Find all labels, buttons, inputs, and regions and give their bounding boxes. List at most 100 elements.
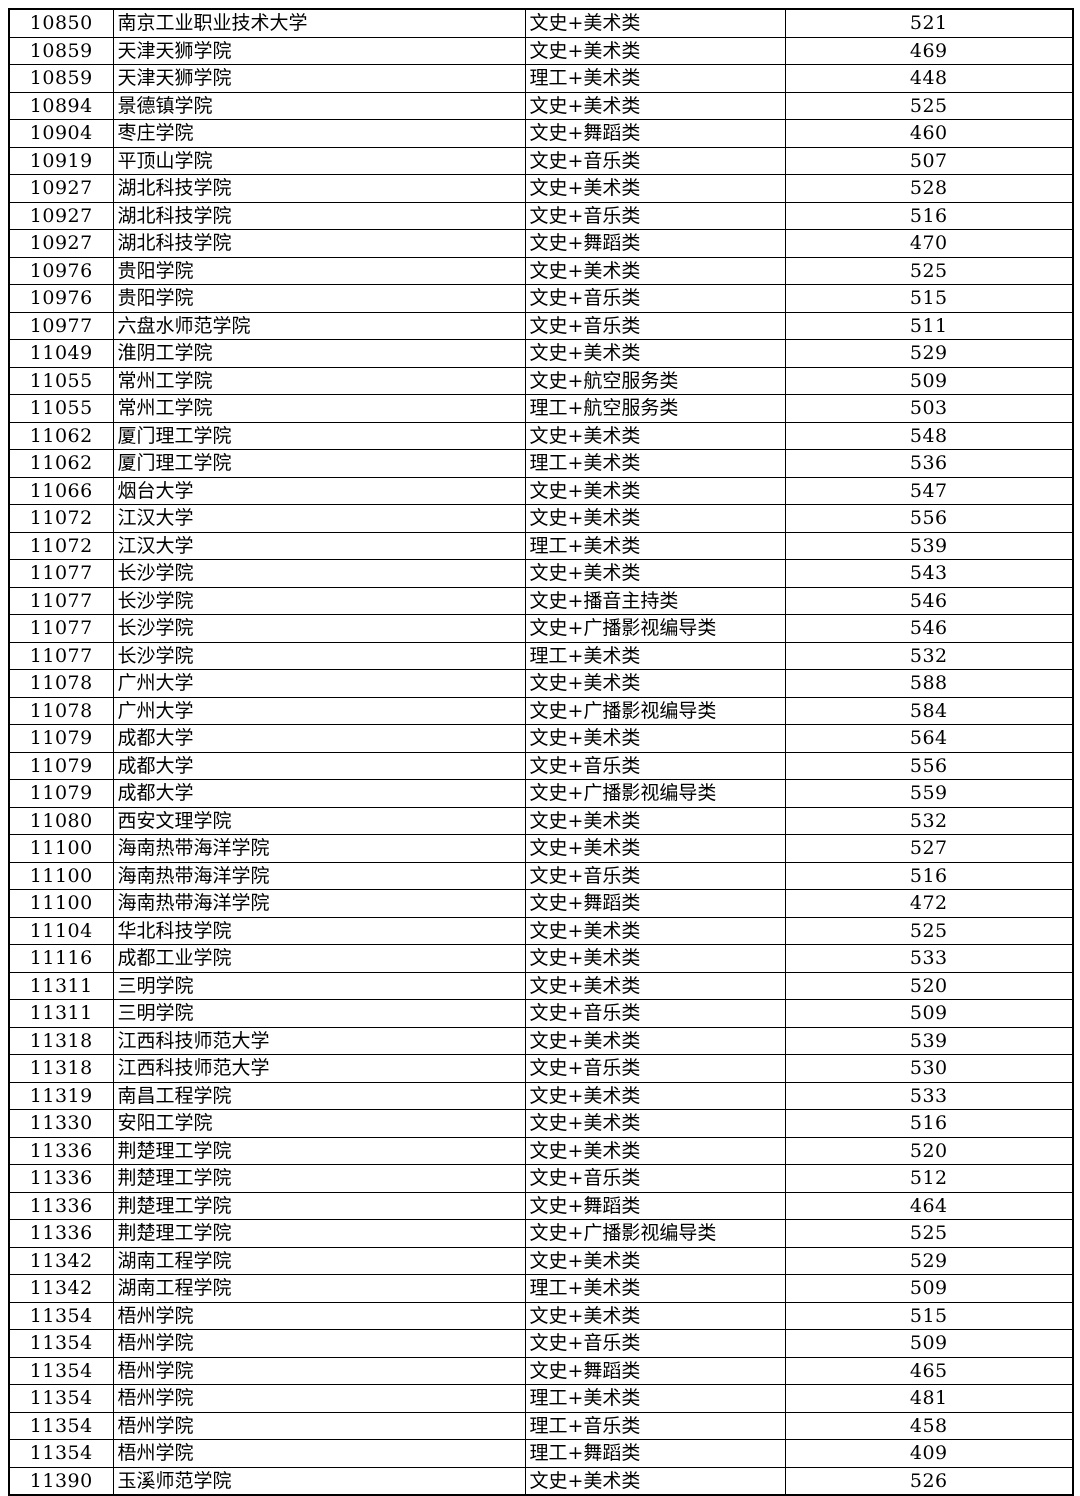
table-row: 11100 海南热带海洋学院 文史+舞蹈类 472	[8, 889, 1074, 918]
cell-subject-category: 文史+音乐类	[524, 146, 786, 175]
cell-subject-category: 文史+美术类	[524, 174, 786, 203]
cell-subject-category: 文史+美术类	[524, 1081, 786, 1110]
cell-college-code: 11055	[8, 394, 114, 423]
table-row: 10859 天津天狮学院 理工+美术类 448	[8, 64, 1074, 93]
table-row: 11077 长沙学院 理工+美术类 532	[8, 641, 1074, 670]
cell-admission-score: 512	[784, 1164, 1074, 1193]
cell-college-name: 广州大学	[112, 696, 526, 725]
table-row: 11330 安阳工学院 文史+美术类 516	[8, 1109, 1074, 1138]
cell-college-code: 11100	[8, 834, 114, 863]
cell-admission-score: 528	[784, 174, 1074, 203]
cell-subject-category: 理工+舞蹈类	[524, 1439, 786, 1468]
cell-college-name: 江汉大学	[112, 531, 526, 560]
cell-college-name: 梧州学院	[112, 1439, 526, 1468]
cell-college-code: 11318	[8, 1026, 114, 1055]
cell-college-name: 湖北科技学院	[112, 229, 526, 258]
cell-admission-score: 469	[784, 36, 1074, 65]
cell-subject-category: 文史+美术类	[524, 1466, 786, 1496]
cell-subject-category: 文史+美术类	[524, 8, 786, 38]
cell-admission-score: 511	[784, 311, 1074, 340]
cell-admission-score: 532	[784, 641, 1074, 670]
cell-college-name: 贵阳学院	[112, 256, 526, 285]
table-row: 11077 长沙学院 文史+播音主持类 546	[8, 586, 1074, 615]
cell-college-name: 枣庄学院	[112, 119, 526, 148]
cell-subject-category: 文史+美术类	[524, 944, 786, 973]
cell-college-name: 玉溪师范学院	[112, 1466, 526, 1496]
cell-admission-score: 470	[784, 229, 1074, 258]
table-row: 11100 海南热带海洋学院 文史+美术类 527	[8, 834, 1074, 863]
cell-admission-score: 515	[784, 284, 1074, 313]
cell-college-name: 梧州学院	[112, 1411, 526, 1440]
table-row: 11062 厦门理工学院 文史+美术类 548	[8, 421, 1074, 450]
table-row: 10977 六盘水师范学院 文史+音乐类 511	[8, 311, 1074, 340]
cell-subject-category: 文史+美术类	[524, 1301, 786, 1330]
cell-admission-score: 543	[784, 559, 1074, 588]
table-row: 11336 荆楚理工学院 文史+美术类 520	[8, 1136, 1074, 1165]
cell-college-code: 11342	[8, 1274, 114, 1303]
table-row: 11079 成都大学 文史+广播影视编导类 559	[8, 779, 1074, 808]
cell-college-name: 成都大学	[112, 751, 526, 780]
table-row: 11072 江汉大学 理工+美术类 539	[8, 531, 1074, 560]
cell-subject-category: 文史+美术类	[524, 421, 786, 450]
cell-college-name: 荆楚理工学院	[112, 1191, 526, 1220]
cell-subject-category: 理工+美术类	[524, 1384, 786, 1413]
cell-college-name: 湖南工程学院	[112, 1246, 526, 1275]
cell-subject-category: 文史+美术类	[524, 476, 786, 505]
cell-admission-score: 529	[784, 339, 1074, 368]
cell-college-name: 成都大学	[112, 779, 526, 808]
cell-admission-score: 547	[784, 476, 1074, 505]
cell-subject-category: 文史+音乐类	[524, 751, 786, 780]
cell-college-name: 海南热带海洋学院	[112, 889, 526, 918]
cell-subject-category: 理工+美术类	[524, 64, 786, 93]
table-row: 11311 三明学院 文史+美术类 520	[8, 971, 1074, 1000]
table-row: 11055 常州工学院 文史+航空服务类 509	[8, 366, 1074, 395]
cell-college-name: 烟台大学	[112, 476, 526, 505]
cell-college-code: 10927	[8, 174, 114, 203]
table-row: 11055 常州工学院 理工+航空服务类 503	[8, 394, 1074, 423]
cell-subject-category: 文史+广播影视编导类	[524, 696, 786, 725]
cell-admission-score: 525	[784, 91, 1074, 120]
cell-college-name: 湖北科技学院	[112, 201, 526, 230]
cell-subject-category: 文史+美术类	[524, 724, 786, 753]
cell-college-name: 淮阴工学院	[112, 339, 526, 368]
cell-subject-category: 文史+广播影视编导类	[524, 614, 786, 643]
cell-college-name: 湖南工程学院	[112, 1274, 526, 1303]
cell-college-name: 景德镇学院	[112, 91, 526, 120]
cell-college-name: 荆楚理工学院	[112, 1164, 526, 1193]
cell-subject-category: 文史+美术类	[524, 559, 786, 588]
cell-college-name: 南昌工程学院	[112, 1081, 526, 1110]
cell-admission-score: 503	[784, 394, 1074, 423]
cell-college-name: 西安文理学院	[112, 806, 526, 835]
cell-college-name: 厦门理工学院	[112, 421, 526, 450]
cell-college-name: 贵阳学院	[112, 284, 526, 313]
cell-admission-score: 584	[784, 696, 1074, 725]
cell-subject-category: 文史+美术类	[524, 339, 786, 368]
cell-college-name: 厦门理工学院	[112, 449, 526, 478]
table-row: 10894 景德镇学院 文史+美术类 525	[8, 91, 1074, 120]
cell-subject-category: 理工+美术类	[524, 531, 786, 560]
table-row: 11319 南昌工程学院 文史+美术类 533	[8, 1081, 1074, 1110]
cell-subject-category: 理工+美术类	[524, 449, 786, 478]
cell-subject-category: 文史+美术类	[524, 1026, 786, 1055]
cell-subject-category: 文史+美术类	[524, 971, 786, 1000]
cell-college-code: 11336	[8, 1191, 114, 1220]
cell-admission-score: 520	[784, 971, 1074, 1000]
cell-college-name: 江西科技师范大学	[112, 1026, 526, 1055]
cell-subject-category: 文史+舞蹈类	[524, 1191, 786, 1220]
cell-college-code: 11354	[8, 1356, 114, 1385]
cell-college-name: 江西科技师范大学	[112, 1054, 526, 1083]
table-row: 11342 湖南工程学院 文史+美术类 529	[8, 1246, 1074, 1275]
table-row: 11318 江西科技师范大学 文史+音乐类 530	[8, 1054, 1074, 1083]
cell-subject-category: 文史+音乐类	[524, 1054, 786, 1083]
cell-admission-score: 546	[784, 586, 1074, 615]
table-row: 11336 荆楚理工学院 文史+音乐类 512	[8, 1164, 1074, 1193]
cell-college-name: 天津天狮学院	[112, 36, 526, 65]
cell-subject-category: 文史+音乐类	[524, 311, 786, 340]
cell-college-code: 11116	[8, 944, 114, 973]
cell-college-code: 11319	[8, 1081, 114, 1110]
cell-college-code: 11078	[8, 669, 114, 698]
cell-college-name: 梧州学院	[112, 1356, 526, 1385]
cell-college-name: 梧州学院	[112, 1301, 526, 1330]
table-body: 10850 南京工业职业技术大学 文史+美术类 521 10859 天津天狮学院 文史+美术…	[8, 8, 1074, 1496]
cell-college-name: 长沙学院	[112, 614, 526, 643]
